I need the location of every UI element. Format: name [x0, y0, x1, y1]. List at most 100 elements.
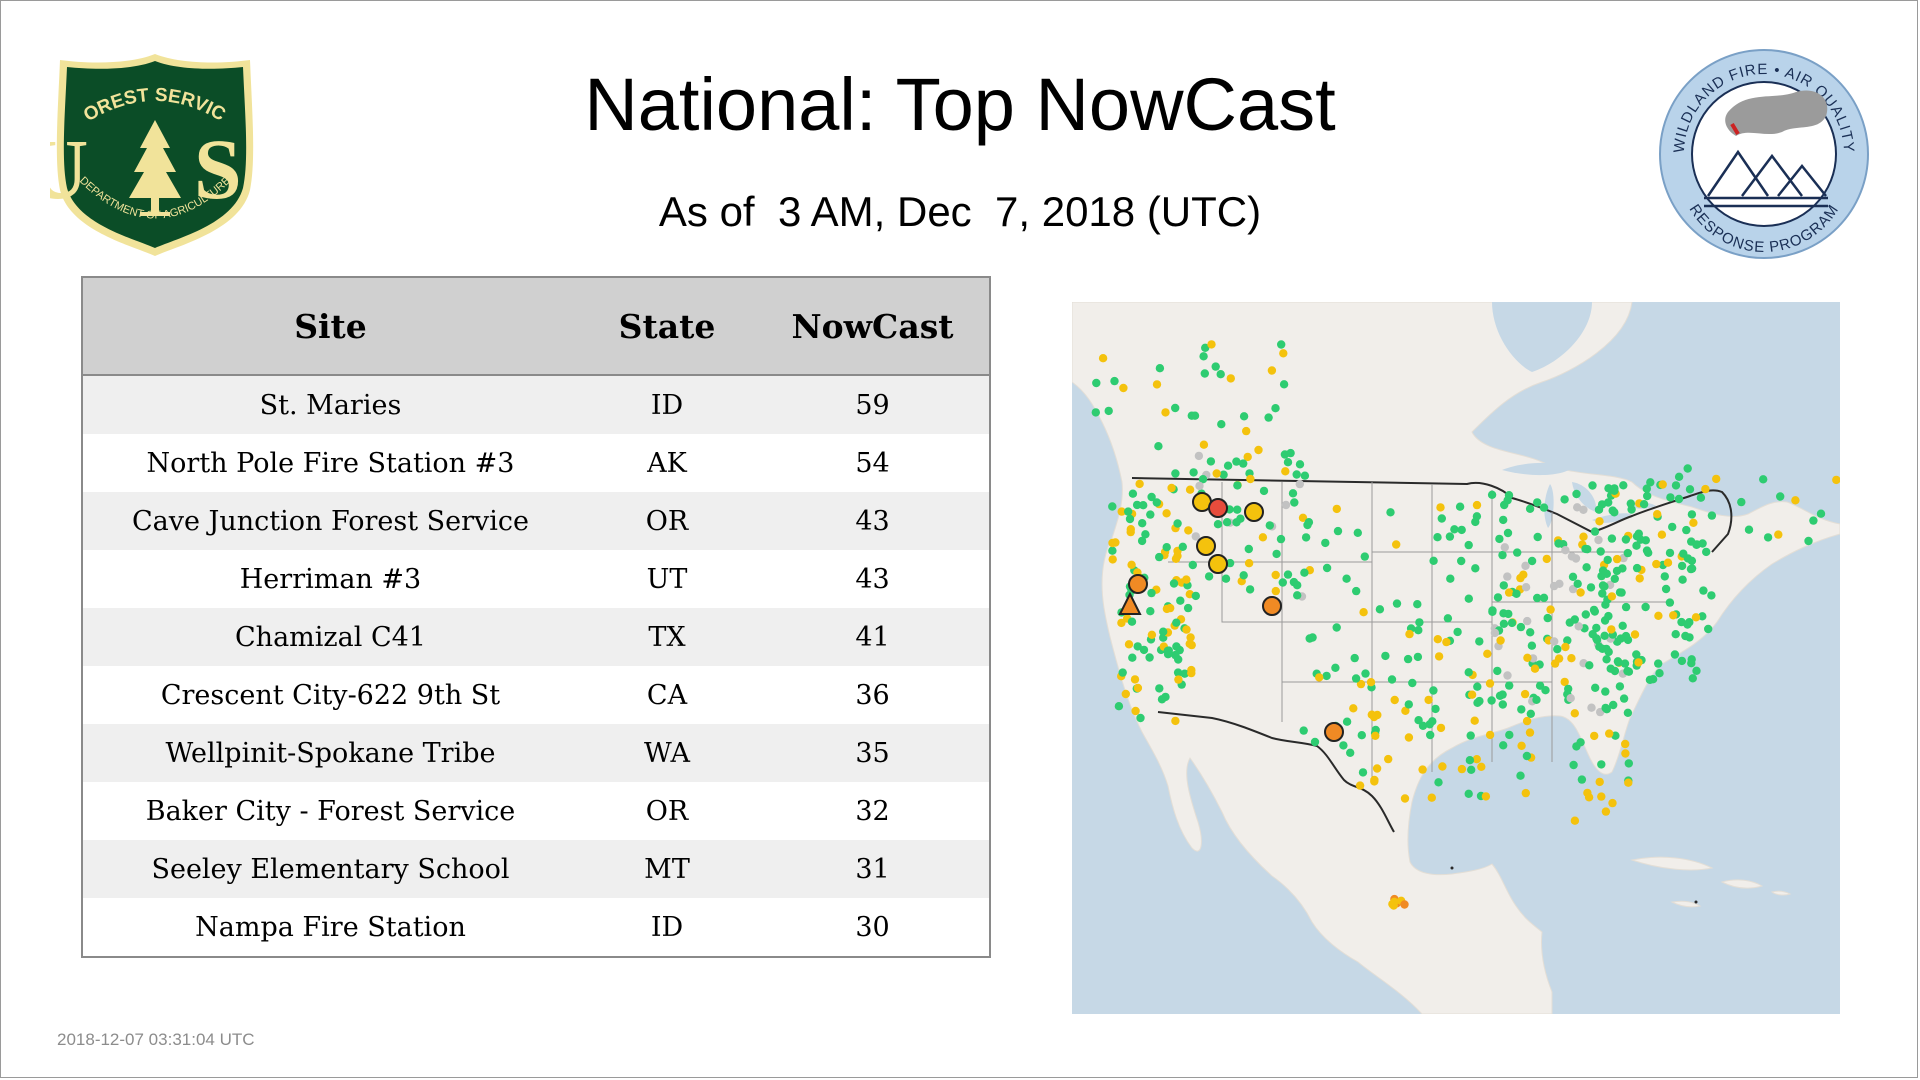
- page-title: National: Top NowCast: [584, 63, 1336, 146]
- monitor-marker-good: [1624, 759, 1633, 768]
- monitor-marker-moderate: [1400, 794, 1410, 803]
- monitor-marker-good: [1642, 546, 1652, 555]
- monitor-marker-good: [1655, 669, 1664, 678]
- monitor-marker-good: [1191, 591, 1200, 601]
- monitor-marker-moderate: [1242, 426, 1251, 436]
- monitor-marker-good: [1152, 498, 1161, 507]
- monitor-marker-moderate: [1130, 675, 1140, 684]
- monitor-marker-good: [1759, 475, 1768, 484]
- monitor-marker-moderate: [1442, 637, 1451, 647]
- monitor-marker-good: [1554, 539, 1563, 548]
- monitor-marker-good: [1499, 619, 1509, 628]
- monitor-marker-no_data: [1490, 628, 1500, 638]
- monitor-marker-good: [1104, 406, 1113, 416]
- monitor-marker-good: [1626, 499, 1635, 508]
- monitor-marker-good: [1679, 549, 1688, 558]
- monitor-marker-good: [1353, 528, 1362, 537]
- monitor-marker-moderate: [1496, 636, 1505, 645]
- monitor-marker-good: [1533, 498, 1542, 507]
- monitor-marker-good: [1632, 650, 1641, 659]
- monitor-marker-moderate: [1438, 762, 1447, 771]
- monitor-marker-no_data: [1555, 579, 1564, 588]
- monitor-marker-good: [1239, 571, 1248, 580]
- monitor-marker-moderate: [1392, 540, 1401, 549]
- monitor-marker-moderate: [1457, 764, 1467, 774]
- monitor-marker-moderate: [1472, 500, 1482, 510]
- monitor-marker-good: [1532, 695, 1541, 704]
- monitor-marker-good: [1128, 489, 1138, 498]
- monitor-marker-good: [1516, 622, 1526, 632]
- monitor-marker-good: [1687, 510, 1697, 519]
- monitor-marker-moderate: [1147, 630, 1157, 639]
- monitor-marker-good: [1453, 627, 1462, 637]
- monitor-marker-good: [1499, 609, 1508, 618]
- monitor-marker-good: [1108, 502, 1117, 511]
- top-nowcast-table: Site State NowCast St. Maries ID 59 Nort…: [81, 276, 991, 958]
- monitor-marker-good: [1683, 464, 1692, 473]
- monitor-marker-good: [1239, 412, 1249, 421]
- monitor-marker-good: [1211, 362, 1220, 371]
- monitor-marker-good: [1342, 574, 1351, 583]
- monitor-marker-good: [1147, 588, 1156, 598]
- monitor-marker-highlight: [1128, 574, 1148, 594]
- monitor-marker-moderate: [1111, 538, 1120, 547]
- monitor-marker-moderate: [1832, 475, 1840, 485]
- monitor-marker-good: [1487, 490, 1497, 499]
- monitor-marker-good: [1495, 534, 1504, 544]
- monitor-marker-moderate: [1525, 728, 1535, 737]
- monitor-marker-good: [1569, 760, 1578, 770]
- monitor-marker-good: [1488, 606, 1497, 615]
- table-row: Cave Junction Forest Service OR 43: [83, 492, 989, 550]
- monitor-map[interactable]: [1072, 302, 1840, 1014]
- monitor-marker-moderate: [1279, 349, 1288, 358]
- monitor-marker-good: [1375, 605, 1385, 614]
- monitor-marker-good: [1565, 618, 1574, 627]
- cell-nowcast: 43: [756, 550, 989, 608]
- monitor-marker-good: [1387, 675, 1397, 684]
- monitor-marker-good: [1804, 536, 1813, 546]
- monitor-marker-good: [1413, 652, 1423, 662]
- monitor-marker-moderate: [1579, 532, 1588, 541]
- monitor-marker-good: [1190, 411, 1200, 420]
- cell-nowcast: 41: [756, 608, 989, 666]
- monitor-marker-good: [1692, 666, 1701, 675]
- monitor-marker-moderate: [1187, 668, 1196, 678]
- monitor-marker-moderate: [1624, 778, 1633, 787]
- monitor-marker-moderate: [1485, 730, 1495, 740]
- cell-state: CA: [578, 666, 756, 724]
- monitor-marker-good: [1614, 658, 1623, 667]
- monitor-marker-moderate: [1185, 639, 1194, 648]
- monitor-marker-moderate: [1401, 706, 1410, 715]
- monitor-marker-good: [1425, 720, 1434, 729]
- cell-state: WA: [578, 724, 756, 782]
- monitor-marker-moderate: [1171, 554, 1181, 563]
- monitor-marker-moderate: [1635, 574, 1644, 583]
- cell-state: OR: [578, 782, 756, 840]
- monitor-marker-good: [1687, 659, 1696, 668]
- monitor-marker-moderate: [1186, 633, 1195, 642]
- monitor-marker-good: [1618, 621, 1627, 630]
- monitor-marker-good: [1643, 491, 1652, 501]
- monitor-marker-good: [1621, 535, 1631, 544]
- monitor-marker-good: [1404, 700, 1413, 709]
- monitor-marker-moderate: [1174, 675, 1183, 684]
- cell-nowcast: 35: [756, 724, 989, 782]
- table-row: Wellpinit-Spokane Tribe WA 35: [83, 724, 989, 782]
- monitor-marker-good: [1499, 741, 1508, 750]
- monitor-marker-good: [1763, 533, 1773, 542]
- monitor-marker-good: [1173, 668, 1183, 677]
- monitor-markers: [1091, 340, 1840, 910]
- monitor-marker-good: [1155, 552, 1164, 562]
- monitor-marker-good: [1457, 556, 1466, 566]
- monitor-marker-moderate: [1576, 588, 1585, 597]
- monitor-marker-good: [1588, 630, 1597, 639]
- monitor-marker-moderate: [1390, 695, 1399, 705]
- monitor-marker-good: [1641, 602, 1650, 612]
- monitor-marker-good: [1173, 519, 1182, 528]
- monitor-marker-moderate: [1470, 716, 1479, 725]
- monitor-marker-no_data: [1503, 572, 1512, 581]
- monitor-marker-good: [1301, 533, 1311, 542]
- monitor-marker-good: [1602, 705, 1611, 714]
- table-row: Chamizal C41 TX 41: [83, 608, 989, 666]
